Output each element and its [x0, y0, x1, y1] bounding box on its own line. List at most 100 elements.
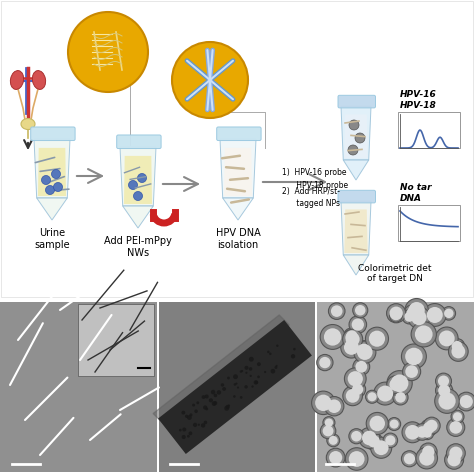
Ellipse shape	[249, 357, 254, 362]
Ellipse shape	[435, 327, 458, 350]
Polygon shape	[36, 198, 67, 220]
Ellipse shape	[42, 175, 51, 184]
Text: Colorimetric det
of target DN: Colorimetric det of target DN	[358, 264, 432, 283]
Ellipse shape	[357, 345, 373, 360]
Ellipse shape	[423, 303, 446, 327]
Ellipse shape	[371, 437, 392, 458]
Ellipse shape	[401, 344, 426, 369]
Ellipse shape	[402, 363, 421, 381]
Ellipse shape	[436, 382, 453, 399]
Ellipse shape	[240, 396, 243, 399]
Bar	[398, 205, 460, 241]
Ellipse shape	[324, 328, 341, 346]
Bar	[317, 302, 474, 472]
Ellipse shape	[275, 365, 278, 367]
Ellipse shape	[137, 173, 146, 182]
Ellipse shape	[134, 191, 143, 201]
Ellipse shape	[451, 345, 465, 358]
Ellipse shape	[353, 303, 368, 318]
Polygon shape	[120, 147, 156, 206]
Ellipse shape	[319, 357, 330, 368]
Polygon shape	[123, 206, 153, 228]
Ellipse shape	[325, 397, 344, 416]
Ellipse shape	[349, 120, 359, 130]
Ellipse shape	[326, 448, 345, 467]
Ellipse shape	[444, 309, 454, 318]
Ellipse shape	[407, 307, 418, 319]
Ellipse shape	[401, 451, 418, 467]
Ellipse shape	[442, 307, 456, 320]
Ellipse shape	[422, 446, 435, 458]
Ellipse shape	[187, 435, 190, 438]
Polygon shape	[223, 198, 253, 220]
Ellipse shape	[449, 447, 463, 460]
Ellipse shape	[192, 403, 195, 407]
Ellipse shape	[416, 447, 438, 469]
Ellipse shape	[328, 303, 345, 319]
Ellipse shape	[213, 401, 217, 405]
Ellipse shape	[185, 415, 188, 418]
Ellipse shape	[365, 327, 389, 350]
Ellipse shape	[198, 424, 200, 426]
Ellipse shape	[354, 341, 374, 361]
Polygon shape	[34, 139, 70, 198]
Ellipse shape	[435, 389, 459, 413]
Ellipse shape	[251, 385, 254, 388]
Ellipse shape	[402, 422, 423, 443]
Ellipse shape	[315, 395, 331, 411]
Ellipse shape	[365, 433, 383, 450]
Ellipse shape	[244, 385, 248, 389]
Ellipse shape	[411, 310, 427, 325]
Text: Urine
sample: Urine sample	[34, 228, 70, 250]
Ellipse shape	[250, 375, 252, 377]
Ellipse shape	[52, 170, 61, 179]
Ellipse shape	[348, 145, 358, 155]
Ellipse shape	[417, 426, 428, 438]
Ellipse shape	[423, 417, 440, 434]
Ellipse shape	[344, 340, 359, 355]
Polygon shape	[341, 201, 371, 255]
Ellipse shape	[257, 375, 260, 378]
Ellipse shape	[317, 355, 333, 371]
Text: 2)  Add HRP/st-
      tagged NPs: 2) Add HRP/st- tagged NPs	[282, 187, 340, 209]
Ellipse shape	[447, 444, 465, 463]
Ellipse shape	[347, 371, 363, 386]
FancyBboxPatch shape	[1, 1, 473, 297]
Ellipse shape	[331, 305, 343, 317]
FancyBboxPatch shape	[217, 127, 261, 140]
Ellipse shape	[343, 329, 363, 349]
Ellipse shape	[411, 322, 437, 347]
Polygon shape	[343, 160, 369, 180]
Ellipse shape	[189, 431, 192, 435]
Ellipse shape	[365, 390, 379, 403]
Ellipse shape	[409, 302, 425, 319]
Ellipse shape	[257, 362, 261, 366]
Ellipse shape	[345, 368, 366, 390]
Ellipse shape	[54, 182, 63, 191]
Ellipse shape	[369, 331, 385, 347]
Ellipse shape	[355, 133, 365, 143]
Ellipse shape	[245, 366, 248, 370]
Ellipse shape	[388, 418, 401, 430]
Ellipse shape	[352, 319, 364, 331]
Ellipse shape	[21, 118, 35, 129]
Ellipse shape	[405, 425, 420, 439]
Ellipse shape	[267, 351, 270, 353]
Ellipse shape	[387, 376, 404, 393]
Ellipse shape	[194, 410, 198, 413]
Polygon shape	[158, 320, 312, 454]
Ellipse shape	[385, 435, 395, 446]
Ellipse shape	[404, 305, 420, 321]
Ellipse shape	[128, 181, 137, 190]
Ellipse shape	[390, 419, 399, 428]
Ellipse shape	[291, 354, 295, 358]
Ellipse shape	[346, 389, 359, 403]
Polygon shape	[343, 255, 369, 275]
Ellipse shape	[423, 422, 435, 434]
Ellipse shape	[236, 383, 237, 384]
Ellipse shape	[368, 435, 380, 447]
Bar	[159, 302, 315, 472]
Ellipse shape	[355, 305, 365, 316]
Ellipse shape	[393, 390, 408, 405]
FancyBboxPatch shape	[338, 95, 375, 108]
